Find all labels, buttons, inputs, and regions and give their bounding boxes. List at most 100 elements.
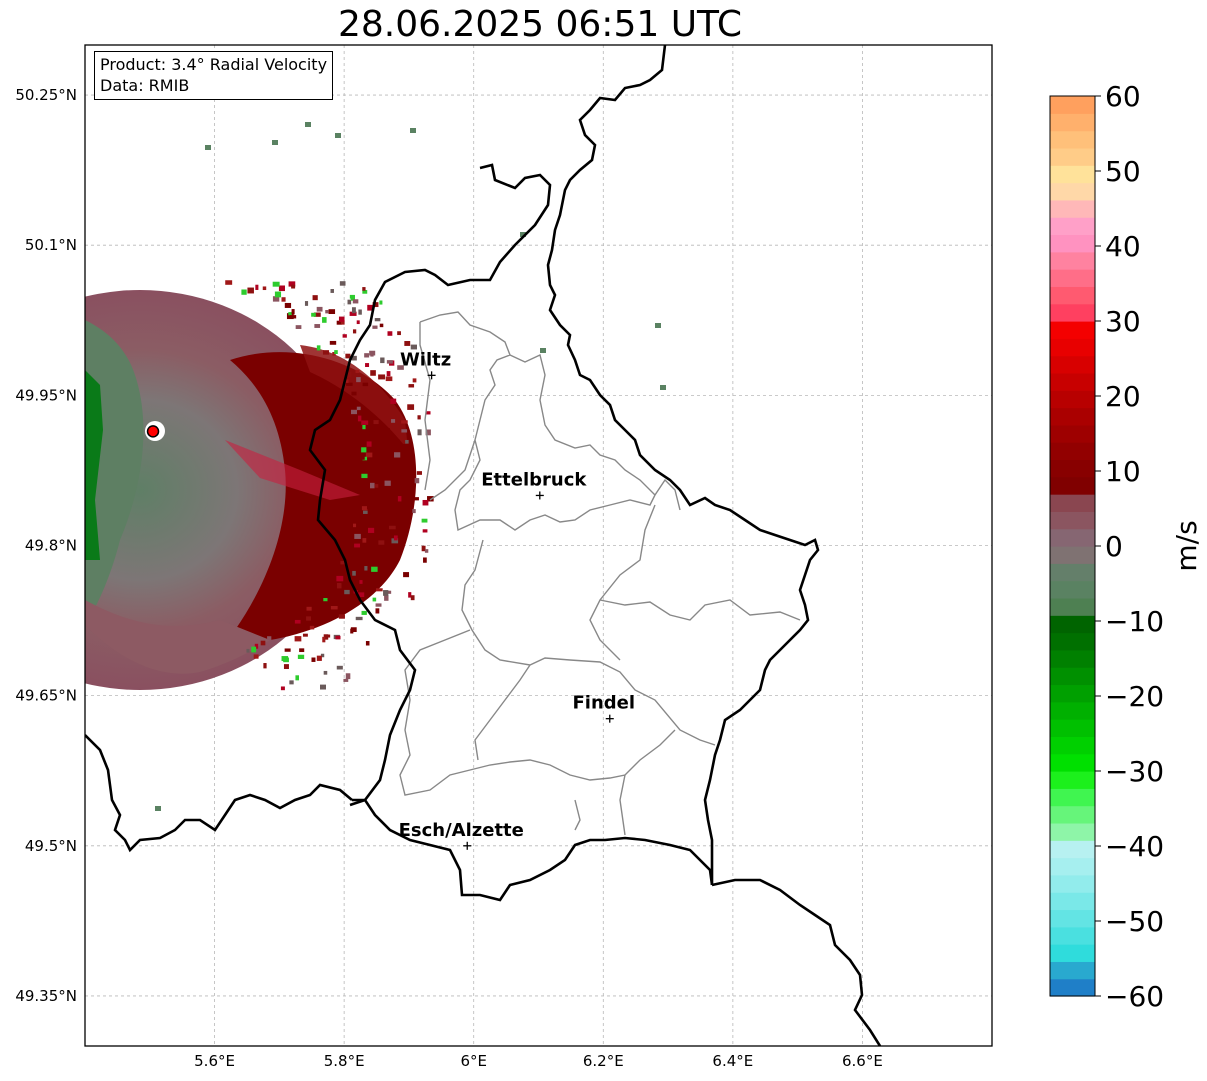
- colorbar-swatch: [1050, 338, 1095, 357]
- echo-speckle: [520, 232, 526, 237]
- colorbar-swatch: [1050, 909, 1095, 928]
- echo-speckle: [540, 348, 546, 353]
- echo-speckle: [334, 350, 338, 355]
- colorbar-swatch: [1050, 511, 1095, 530]
- echo-speckle: [410, 128, 416, 133]
- echo-speckle: [412, 509, 416, 514]
- echo-speckle: [289, 680, 294, 685]
- colorbar-swatch: [1050, 217, 1095, 236]
- echo-speckle: [306, 606, 312, 611]
- echo-speckle: [393, 535, 398, 541]
- colorbar-tick-label: 20: [1105, 380, 1141, 413]
- echo-speckle: [401, 420, 408, 424]
- colorbar-swatch: [1050, 961, 1095, 980]
- echo-speckle: [389, 525, 396, 530]
- echo-speckle: [304, 301, 309, 306]
- echo-speckle: [330, 605, 338, 610]
- echo-speckle: [421, 545, 426, 552]
- echo-speckle: [361, 473, 368, 479]
- echo-speckle: [350, 627, 357, 633]
- echo-speckle: [325, 634, 331, 638]
- echo-speckle: [372, 325, 378, 329]
- echo-speckle: [372, 302, 379, 308]
- echo-speckle: [260, 640, 266, 646]
- city-label: Ettelbruck: [481, 469, 587, 490]
- colorbar-swatch: [1050, 303, 1095, 322]
- echo-speckle: [263, 663, 267, 669]
- echo-speckle: [404, 461, 410, 466]
- echo-speckle: [316, 345, 321, 351]
- country-border-belgium-france: [85, 734, 353, 853]
- echo-speckle: [359, 580, 363, 584]
- map-panel: Wiltz Ettelbruck Findel Esch/Alzette 50.25°…: [15, 44, 993, 1070]
- lat-tick-label: 49.8°N: [25, 537, 77, 555]
- echo-speckle: [272, 281, 280, 287]
- echo-speckle: [362, 382, 369, 387]
- colorbar-tick-label: −60: [1105, 980, 1164, 1013]
- echo-speckle: [344, 589, 350, 595]
- echo-speckle: [358, 592, 365, 598]
- country-border-belgium-lux: [308, 163, 552, 807]
- echo-red-band-north: [300, 345, 408, 450]
- echo-speckle: [362, 290, 368, 294]
- echo-speckle: [362, 456, 368, 461]
- echo-speckle: [205, 145, 211, 150]
- echo-speckle: [313, 312, 321, 317]
- echo-speckle: [352, 329, 357, 334]
- echo-speckle: [247, 287, 254, 294]
- echo-speckle: [386, 371, 391, 377]
- colorbar-swatch: [1050, 874, 1095, 893]
- echo-speckle: [369, 431, 375, 435]
- colorbar-swatch: [1050, 407, 1095, 426]
- echo-speckle: [407, 404, 415, 410]
- echo-speckle: [352, 570, 356, 576]
- echo-speckle: [336, 575, 344, 582]
- echo-speckle: [381, 431, 388, 438]
- echo-speckle: [417, 415, 421, 420]
- echo-speckle: [364, 566, 368, 571]
- echo-speckle: [274, 291, 282, 298]
- echo-speckle: [361, 506, 368, 511]
- echo-speckle: [375, 608, 380, 614]
- echo-speckle: [241, 289, 247, 295]
- echo-speckle: [336, 320, 342, 325]
- echo-speckle: [368, 527, 375, 533]
- lat-tick-label: 49.5°N: [25, 837, 77, 855]
- echo-speckle: [367, 304, 374, 311]
- colorbar-swatch: [1050, 978, 1095, 997]
- echo-speckle: [375, 603, 382, 607]
- echo-speckle: [354, 543, 361, 548]
- echo-speckle: [302, 633, 308, 637]
- echo-speckle: [342, 334, 347, 338]
- colorbar-tick-label: −50: [1105, 905, 1164, 938]
- colorbar-swatch: [1050, 251, 1095, 270]
- echo-speckle: [363, 510, 368, 514]
- echo-speckle: [387, 331, 393, 336]
- echo-speckle: [361, 420, 369, 425]
- echo-speckle: [294, 636, 302, 642]
- echo-speckle: [278, 285, 285, 292]
- echo-speckle: [251, 646, 257, 653]
- echo-speckle: [370, 351, 374, 357]
- echo-speckle: [283, 657, 289, 663]
- colorbar-swatch: [1050, 321, 1095, 339]
- echo-streak: [225, 440, 360, 500]
- echo-speckle: [364, 591, 370, 595]
- colorbar-swatch: [1050, 822, 1095, 841]
- echo-speckle: [323, 670, 328, 675]
- colorbar-swatch: [1050, 165, 1095, 184]
- colorbar-tick-label: 30: [1105, 305, 1141, 338]
- echo-speckle: [380, 357, 385, 364]
- lon-tick-label: 5.6°E: [194, 1052, 235, 1070]
- echo-speckle: [330, 289, 334, 293]
- echo-speckle: [356, 377, 361, 383]
- echo-speckle: [356, 320, 360, 325]
- colorbar-swatch: [1050, 805, 1095, 824]
- echo-speckle: [384, 595, 389, 601]
- echo-speckle: [291, 309, 295, 315]
- country-border-lux-germany: [546, 45, 820, 885]
- echo-speckle: [253, 654, 259, 659]
- echo-speckle: [655, 323, 661, 328]
- radar-velocity-echoes: [85, 122, 666, 811]
